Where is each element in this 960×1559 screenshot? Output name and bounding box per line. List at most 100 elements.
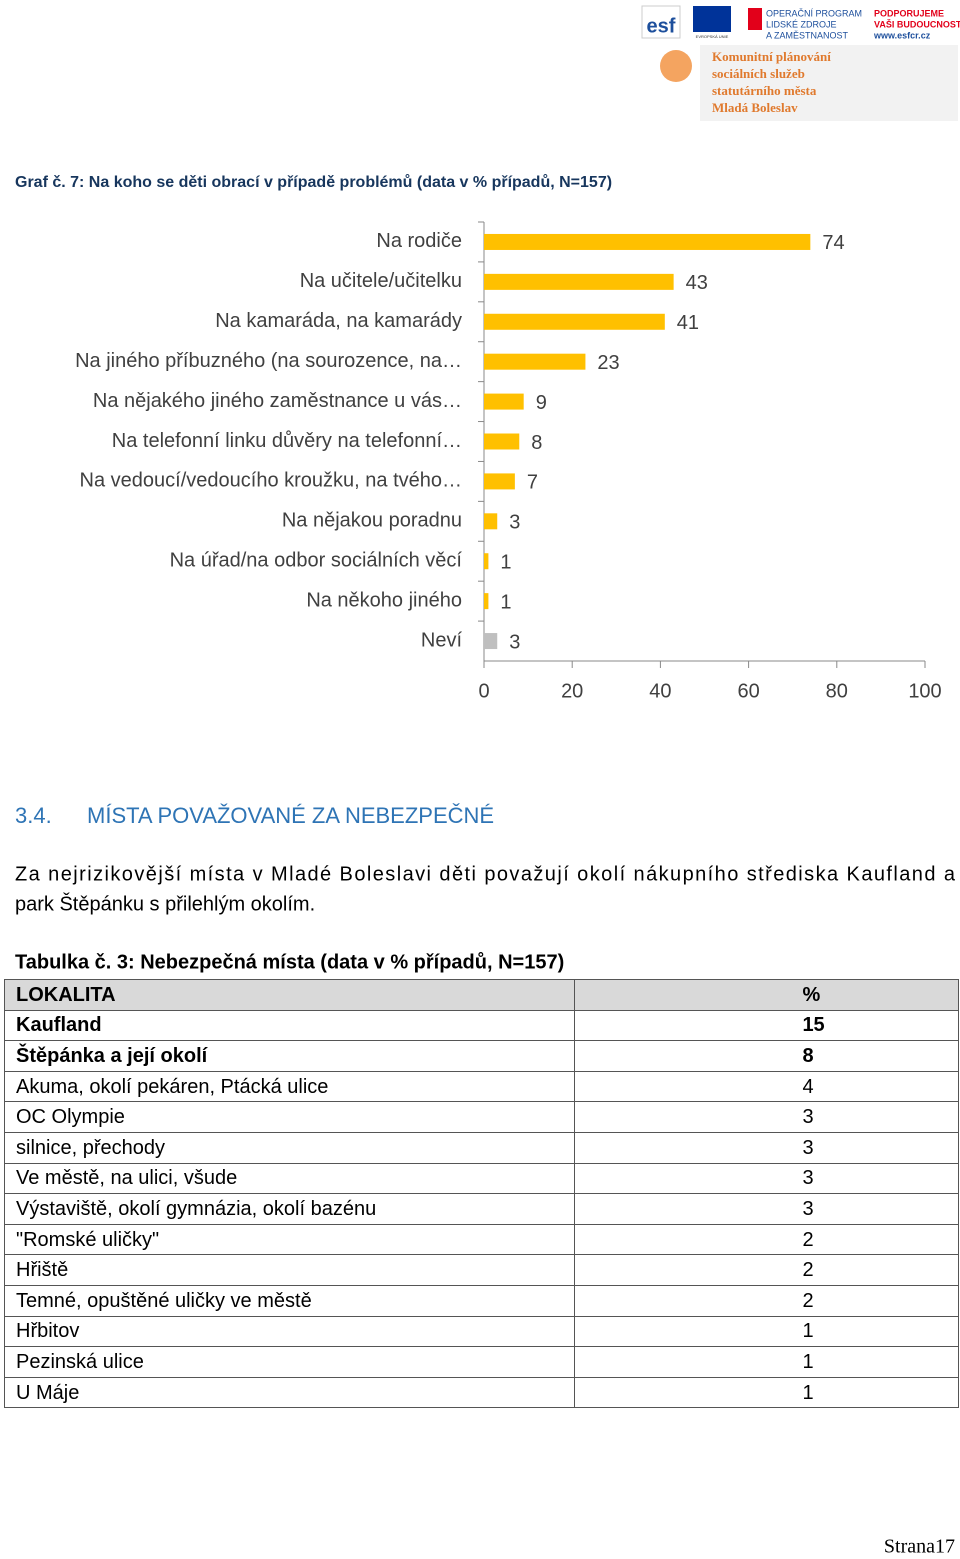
slogan-line: PODPORUJEME — [874, 8, 944, 18]
data-label: 41 — [677, 312, 699, 334]
data-label: 43 — [686, 272, 708, 294]
category-label: Na vedoucí/vedoucího kroužku, na tvého… — [80, 470, 462, 492]
project-line: Komunitní plánování — [712, 49, 831, 64]
project-line: statutárního města — [712, 83, 817, 98]
category-label: Na telefonní linku důvěry na telefonní… — [112, 430, 462, 452]
category-label: Neví — [421, 629, 463, 651]
table-cell: 3 — [574, 1162, 959, 1195]
data-label: 1 — [500, 591, 511, 613]
table-row: "Romské uličky" 2 — [3, 1223, 959, 1256]
table-cell: Hřiště — [3, 1254, 576, 1286]
logos: esf EVROPSKÁ UNIE OPERAČNÍ PROGRAM LIDSK… — [641, 5, 960, 121]
x-tick-label: 40 — [649, 680, 671, 702]
table-row: OC Olympie 3 — [3, 1101, 959, 1133]
table-row: Ve městě, na ulici, všude 3 — [3, 1162, 959, 1195]
category-label: Na úřad/na odbor sociálních věcí — [170, 550, 463, 572]
table-cell: 1 — [574, 1315, 959, 1348]
section-number: 3.4. — [15, 803, 52, 828]
table-cell: LOKALITA — [3, 979, 576, 1011]
table-row: silnice, přechody 3 — [3, 1131, 959, 1164]
project-emblem — [660, 50, 692, 82]
table-row: LOKALITA% — [3, 979, 959, 1011]
table-cell: Pezinská ulice — [3, 1346, 576, 1378]
data-label: 9 — [536, 392, 547, 414]
table-row: U Máje 1 — [3, 1376, 959, 1409]
x-tick-label: 0 — [478, 680, 489, 702]
table-cell: Kaufland — [3, 1009, 576, 1042]
table-cell: 1 — [574, 1346, 959, 1378]
op-mark — [748, 8, 762, 30]
table-row: Hřbitov 1 — [3, 1315, 959, 1348]
table-cell: 4 — [574, 1070, 959, 1103]
table-cell: 15 — [574, 1009, 959, 1042]
table-cell: 3 — [574, 1101, 959, 1133]
paragraph-line: Za nejrizikovější místa v Mladé Boleslav… — [15, 863, 956, 885]
table-cell: Štěpánka a její okolí — [3, 1040, 576, 1072]
program-line: LIDSKÉ ZDROJE — [766, 19, 837, 29]
slogan-line: www.esfcr.cz — [873, 30, 931, 40]
table-row: Štěpánka a její okolí 8 — [3, 1040, 959, 1072]
esf-box — [641, 5, 681, 39]
x-tick-label: 80 — [826, 680, 848, 702]
data-label: 7 — [527, 472, 538, 494]
bar — [484, 233, 811, 250]
bar — [484, 273, 674, 290]
eu-flag — [693, 6, 731, 32]
paragraph-line: park Štěpánku s přilehlým okolím. — [15, 892, 315, 915]
table-cell: 2 — [574, 1254, 959, 1286]
x-tick-label: 100 — [908, 680, 941, 702]
table-cell: Výstaviště, okolí gymnázia, okolí bazénu — [3, 1193, 576, 1225]
x-tick-label: 60 — [737, 680, 759, 702]
bar — [484, 313, 665, 330]
chart: 0 20 40 60 80 100 Na rodiče 74 Na učitele/učitel… — [75, 221, 942, 702]
bar — [484, 553, 489, 570]
table-row: Výstaviště, okolí gymnázia, okolí bazénu… — [3, 1193, 959, 1225]
bar — [484, 393, 524, 410]
table-cell: OC Olympie — [3, 1101, 576, 1133]
data-label: 74 — [822, 232, 844, 254]
table-caption: Tabulka č. 3: Nebezpečná místa (data v %… — [15, 951, 564, 973]
table-cell: Akuma, okolí pekáren, Ptácká ulice — [3, 1070, 576, 1103]
table-row: Pezinská ulice 1 — [3, 1346, 959, 1378]
project-line: sociálních služeb — [712, 66, 805, 81]
program-line: A ZAMĚSTNANOST — [766, 30, 849, 40]
table-cell: U Máje — [3, 1376, 576, 1409]
category-label: Na nějakou poradnu — [282, 510, 462, 532]
table-cell: 3 — [574, 1131, 959, 1164]
section-title: MÍSTA POVAŽOVANÉ ZA NEBEZPEČNÉ — [87, 803, 494, 828]
bar — [484, 593, 489, 610]
category-label: Na jiného příbuzného (na sourozence, na… — [75, 350, 462, 372]
table-row: Hřiště 2 — [3, 1254, 959, 1286]
table-cell: Temné, opuštěné uličky ve městě — [3, 1284, 576, 1317]
table-cell: % — [574, 979, 959, 1011]
table-row: Temné, opuštěné uličky ve městě 2 — [3, 1284, 959, 1317]
data-label: 3 — [509, 631, 520, 653]
category-label: Na někoho jiného — [306, 589, 462, 611]
table-cell: 8 — [574, 1040, 959, 1072]
x-tick-label: 20 — [561, 680, 583, 702]
page-number: Strana17 — [884, 1536, 955, 1558]
table: LOKALITA% Kaufland 15 Štěpánka a její okolí… — [3, 979, 959, 1409]
table-cell: Ve městě, na ulici, všude — [3, 1162, 576, 1195]
table-cell: 1 — [574, 1376, 959, 1409]
category-label: Na učitele/učitelku — [300, 270, 462, 292]
data-label: 3 — [509, 512, 520, 534]
bar — [484, 473, 515, 490]
eu-text: EVROPSKÁ UNIE — [696, 34, 729, 39]
bar — [484, 513, 498, 530]
table-cell: 2 — [574, 1223, 959, 1256]
bar — [484, 633, 498, 650]
table-cell: Hřbitov — [3, 1315, 576, 1348]
project-line: Mladá Boleslav — [712, 100, 798, 115]
table-cell: silnice, přechody — [3, 1131, 576, 1164]
bar — [484, 433, 520, 450]
program-line: OPERAČNÍ PROGRAM — [766, 8, 862, 18]
table-cell: 3 — [574, 1193, 959, 1225]
bar — [484, 353, 586, 370]
category-label: Na kamaráda, na kamarády — [215, 310, 462, 332]
esf-logo: esf — [647, 15, 676, 37]
slogan-line: VAŠI BUDOUCNOST — [874, 18, 960, 29]
table-row: Akuma, okolí pekáren, Ptácká ulice 4 — [3, 1070, 959, 1103]
